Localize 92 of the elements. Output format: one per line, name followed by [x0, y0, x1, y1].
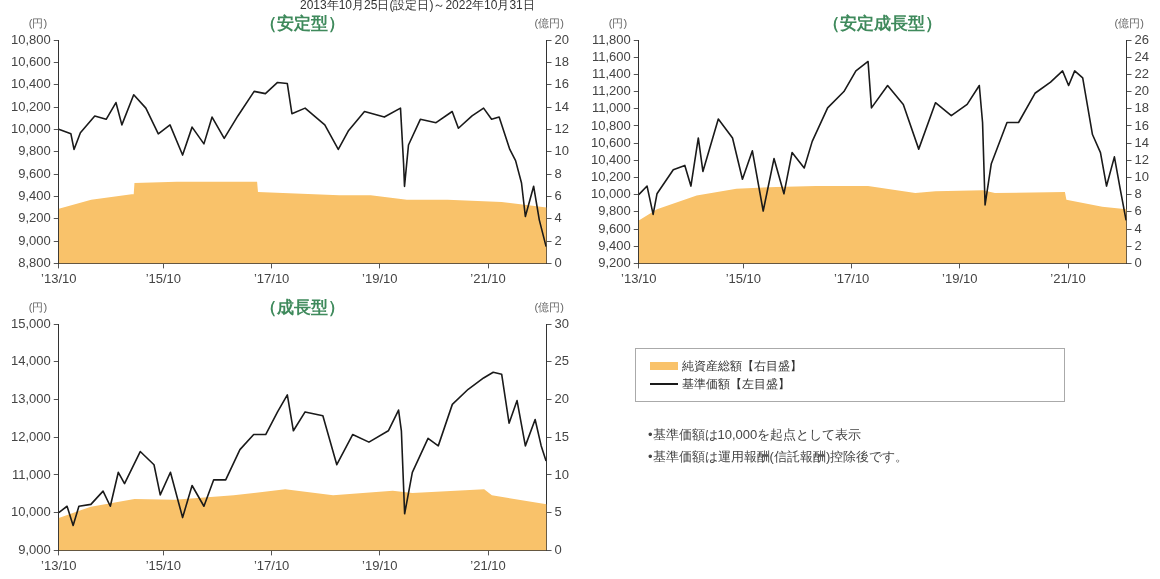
y2-tick-label: 8	[554, 165, 562, 181]
y2-tick-label: 4	[1134, 220, 1142, 236]
x-tick-label: ’15/10	[145, 557, 182, 573]
y2-tick-label: 10	[554, 466, 570, 482]
chart-title: （安定型）	[260, 13, 346, 35]
y2-tick-label: 12	[1134, 151, 1150, 167]
y-tick-label: 10,200	[591, 169, 631, 185]
y-axis-title: (円)	[28, 16, 48, 31]
y-tick-label: 10,800	[591, 117, 631, 133]
y2-tick-label: 8	[1134, 186, 1142, 202]
y2-axis-title: (億円)	[534, 16, 564, 31]
y-tick-label: 9,400	[598, 237, 631, 253]
chart-title: （成長型）	[260, 297, 346, 319]
x-tick-label: ’15/10	[725, 270, 762, 286]
y-tick-label: 13,000	[11, 391, 51, 407]
y2-tick-label: 0	[554, 541, 562, 557]
y2-tick-label: 30	[554, 315, 570, 331]
x-tick-label: ’21/10	[470, 270, 506, 286]
y2-tick-label: 16	[554, 76, 570, 92]
y2-tick-label: 6	[1134, 203, 1142, 219]
legend-label: 基準価額【左目盛】	[682, 375, 790, 393]
x-tick-label: ’19/10	[942, 270, 978, 286]
y2-tick-label: 15	[554, 428, 570, 444]
y-tick-label: 10,000	[11, 120, 51, 136]
y-tick-label: 10,600	[591, 134, 631, 150]
legend-label: 純資産総額【右目盛】	[682, 357, 802, 375]
y2-tick-label: 2	[1134, 237, 1142, 253]
y2-tick-label: 12	[554, 120, 570, 136]
x-tick-label: ’13/10	[41, 557, 77, 573]
y-tick-label: 10,200	[11, 98, 51, 114]
y-tick-label: 11,400	[591, 65, 631, 81]
y-tick-label: 10,400	[11, 76, 51, 92]
text: •基準価額は運用報酬(信託報酬)控除後です。	[648, 448, 909, 466]
x-tick-label: ’21/10	[470, 557, 506, 573]
y2-tick-label: 14	[1134, 134, 1150, 150]
y-tick-label: 11,000	[591, 100, 631, 116]
y-tick-label: 11,200	[591, 83, 631, 99]
x-tick-label: ’21/10	[1050, 270, 1086, 286]
x-tick-label: ’17/10	[253, 270, 290, 286]
x-tick-label: ’19/10	[362, 270, 398, 286]
y-tick-label: 9,600	[598, 220, 631, 236]
x-tick-label: ’15/10	[145, 270, 182, 286]
y2-tick-label: 5	[554, 504, 562, 520]
y2-axis-title: (億円)	[534, 300, 564, 315]
y2-tick-label: 16	[1134, 117, 1150, 133]
y2-tick-label: 10	[554, 143, 570, 159]
y-tick-label: 9,400	[18, 187, 51, 203]
y-tick-label: 11,000	[11, 466, 51, 482]
y-tick-label: 14,000	[11, 353, 51, 369]
y-tick-label: 10,000	[591, 186, 631, 202]
y-axis-title: (円)	[28, 300, 48, 315]
y2-tick-label: 24	[1134, 48, 1150, 64]
y-tick-label: 12,000	[11, 428, 51, 444]
y2-tick-label: 18	[554, 53, 570, 69]
y2-tick-label: 4	[554, 210, 562, 226]
y-tick-label: 10,400	[591, 151, 631, 167]
y2-tick-label: 14	[554, 98, 570, 114]
y2-tick-label: 6	[554, 187, 562, 203]
y2-tick-label: 26	[1134, 31, 1150, 47]
y-tick-label: 8,800	[18, 254, 51, 270]
y2-axis-title: (億円)	[1114, 16, 1144, 31]
y2-tick-label: 2	[554, 232, 562, 248]
y-tick-label: 9,000	[18, 541, 51, 557]
y-tick-label: 10,800	[11, 31, 51, 47]
y-tick-label: 15,000	[11, 315, 51, 331]
y-tick-label: 9,200	[18, 210, 51, 226]
y-tick-label: 9,600	[18, 165, 51, 181]
chart-title: （安定成長型）	[823, 13, 943, 35]
y2-tick-label: 20	[554, 31, 570, 47]
y-tick-label: 10,600	[11, 53, 51, 69]
text: •基準価額は10,000を起点として表示	[648, 426, 863, 444]
y-tick-label: 9,000	[18, 232, 51, 248]
y-tick-label: 9,800	[598, 203, 631, 219]
y2-tick-label: 0	[554, 254, 562, 270]
y2-tick-label: 20	[1134, 83, 1150, 99]
x-tick-label: ’19/10	[362, 557, 398, 573]
y2-tick-label: 0	[1134, 254, 1142, 270]
x-tick-label: ’17/10	[253, 557, 290, 573]
y2-tick-label: 20	[554, 391, 570, 407]
y-tick-label: 11,800	[591, 31, 631, 47]
y2-tick-label: 10	[1134, 169, 1150, 185]
y-axis-title: (円)	[608, 16, 628, 31]
x-tick-label: ’17/10	[833, 270, 870, 286]
y-tick-label: 10,000	[11, 504, 51, 520]
y-tick-label: 11,600	[591, 48, 631, 64]
y-tick-label: 9,200	[598, 254, 631, 270]
x-tick-label: ’13/10	[621, 270, 657, 286]
y2-tick-label: 22	[1134, 65, 1150, 81]
y-tick-label: 9,800	[18, 143, 51, 159]
y2-tick-label: 18	[1134, 100, 1150, 116]
x-tick-label: ’13/10	[41, 270, 77, 286]
y2-tick-label: 25	[554, 353, 570, 369]
